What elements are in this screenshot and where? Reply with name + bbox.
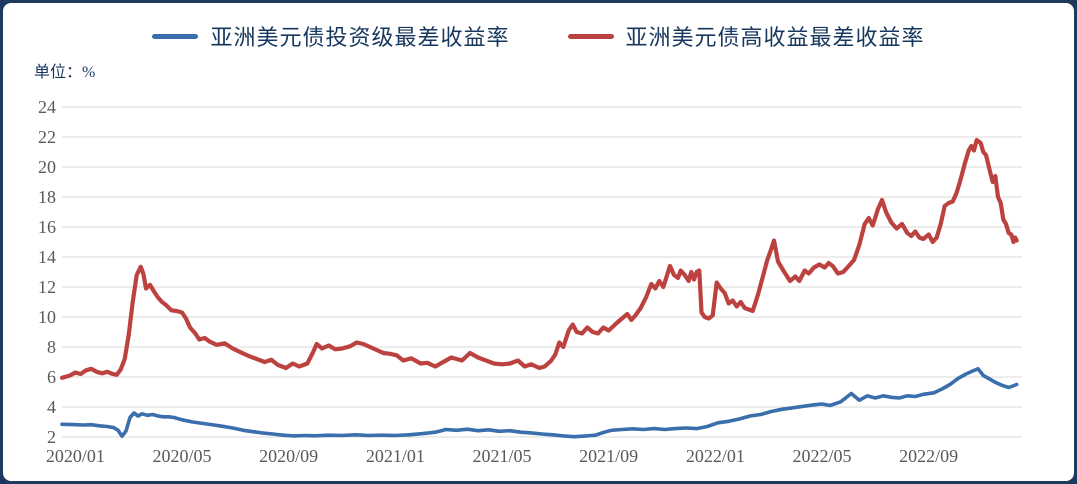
- y-tick-label: 14: [38, 247, 56, 267]
- x-tick-label: 2020/01: [46, 446, 105, 466]
- y-tick-label: 8: [47, 337, 56, 357]
- y-tick-label: 10: [38, 307, 56, 327]
- y-tick-label: 6: [47, 367, 56, 387]
- y-tick-label: 16: [38, 217, 56, 237]
- series-line-0: [60, 366, 1019, 439]
- x-tick-label: 2021/05: [472, 446, 531, 466]
- y-axis-unit-label: 单位：%: [34, 64, 96, 81]
- x-tick-label: 2020/09: [259, 446, 318, 466]
- legend: 亚洲美元债投资级最差收益率 亚洲美元债高收益最差收益率: [0, 20, 1077, 52]
- series-line-1: [59, 137, 1019, 380]
- x-tick-label: 2022/05: [792, 446, 851, 466]
- x-tick-label: 2022/09: [899, 446, 958, 466]
- y-tick-label: 20: [38, 157, 56, 177]
- y-tick-label: 4: [47, 397, 56, 417]
- x-tick-label: 2021/09: [579, 446, 638, 466]
- legend-label: 亚洲美元债高收益最差收益率: [625, 25, 925, 50]
- legend-item-high-yield[interactable]: 亚洲美元债高收益最差收益率: [567, 20, 925, 52]
- legend-label: 亚洲美元债投资级最差收益率: [210, 25, 510, 50]
- y-tick-label: 22: [38, 127, 56, 147]
- legend-line-swatch-red: [567, 33, 614, 39]
- legend-item-investment-grade[interactable]: 亚洲美元债投资级最差收益率: [152, 20, 509, 52]
- y-tick-label: 12: [38, 277, 56, 297]
- y-tick-label: 18: [38, 187, 56, 207]
- x-tick-label: 2022/01: [686, 446, 745, 466]
- y-tick-label: 24: [38, 97, 56, 117]
- y-tick-label: 2: [47, 427, 56, 447]
- legend-line-swatch-blue: [152, 33, 199, 39]
- x-tick-label: 2020/05: [152, 446, 211, 466]
- x-tick-label: 2021/01: [366, 446, 425, 466]
